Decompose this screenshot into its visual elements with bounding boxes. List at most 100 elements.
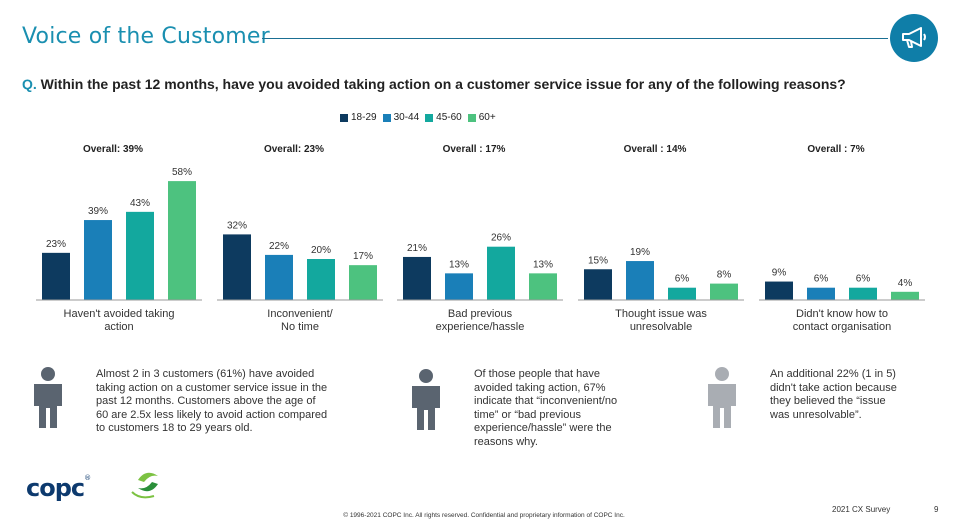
callout-line: past 12 months. Customers above the age … — [96, 395, 316, 407]
data-label: 15% — [588, 255, 608, 266]
legend-label: 60+ — [478, 112, 496, 123]
legend-label: 45-60 — [436, 112, 462, 123]
category-label: Didn't know how to — [796, 308, 888, 320]
footer-survey-name: 2021 CX Survey — [832, 505, 891, 514]
question-prefix: Q. — [22, 76, 37, 92]
data-label: 6% — [675, 274, 690, 285]
data-label: 4% — [898, 278, 913, 289]
bar — [807, 287, 835, 300]
data-label: 39% — [88, 206, 108, 217]
data-label: 23% — [46, 239, 66, 250]
bar — [349, 265, 377, 300]
callout-avoided: Almost 2 in 3 customers (61%) have avoid… — [96, 368, 396, 436]
title-divider — [262, 38, 888, 39]
person-icon — [708, 367, 736, 428]
callout-line: didn't take action because — [770, 381, 897, 394]
overall-label: Overall: 39% — [83, 144, 143, 155]
callout-line: taking action on a customer service issu… — [96, 381, 328, 394]
megaphone-badge — [890, 14, 938, 62]
callout-line: was unresolvable”. — [770, 408, 862, 421]
chart-legend: 18-29 30-44 45-60 60+ — [340, 112, 496, 123]
category-label: Thought issue was — [615, 308, 707, 320]
data-label: 21% — [407, 243, 427, 254]
callout-line: they believed the “issue — [770, 395, 886, 407]
data-label: 13% — [449, 259, 469, 270]
bar — [223, 234, 251, 300]
page-title: Voice of the Customer — [22, 24, 270, 49]
data-label: 8% — [717, 270, 732, 281]
data-label: 22% — [269, 241, 289, 252]
legend-swatch — [382, 113, 391, 122]
data-label: 13% — [533, 259, 553, 270]
bar — [126, 211, 154, 300]
category-label: action — [104, 321, 133, 333]
megaphone-icon — [902, 27, 926, 48]
category-label: No time — [281, 321, 319, 333]
category-label: unresolvable — [630, 321, 692, 333]
data-label: 6% — [814, 274, 829, 285]
category-label: contact organisation — [793, 321, 891, 333]
callout-line: 60 are 2.5x less likely to avoid action … — [96, 408, 328, 421]
legend-swatch — [425, 113, 434, 122]
bar — [445, 273, 473, 300]
legend-item-45-60: 45-60 — [425, 112, 462, 123]
bar — [584, 269, 612, 300]
category-label: Haven't avoided taking — [64, 308, 175, 320]
callout-line: indicate that “inconvenient/no — [474, 395, 618, 407]
callout-line: Almost 2 in 3 customers (61%) have avoid… — [96, 368, 315, 380]
footer-copyright: © 1996-2021 COPC Inc. All rights reserve… — [343, 512, 625, 519]
bar — [265, 254, 293, 300]
data-label: 32% — [227, 220, 247, 231]
legend-label: 30-44 — [393, 112, 420, 123]
data-label: 26% — [491, 233, 511, 244]
callout-reasons: Of those people that have avoided taking… — [474, 368, 674, 449]
bar — [307, 259, 335, 300]
legend-item-60-plus: 60+ — [467, 112, 496, 123]
data-label: 20% — [311, 245, 331, 256]
association-logo — [131, 472, 158, 499]
category-label: Inconvenient/ — [267, 308, 333, 320]
callout-line: avoided taking action, 67% — [474, 381, 606, 394]
data-label: 17% — [353, 251, 373, 262]
copc-logo-tm: ® — [84, 474, 91, 482]
copc-logo-text: copc — [26, 474, 85, 502]
legend-item-30-44: 30-44 — [382, 112, 420, 123]
overall-label: Overall : 17% — [443, 144, 506, 155]
legend-swatch — [340, 113, 348, 122]
person-icon — [412, 369, 440, 430]
legend-item-18-29: 18-29 — [340, 112, 377, 123]
bar — [710, 283, 738, 300]
data-label: 6% — [856, 274, 871, 285]
bar — [42, 252, 70, 300]
survey-question: Q. Within the past 12 months, have you a… — [22, 76, 922, 93]
bar — [765, 281, 793, 300]
bar — [626, 261, 654, 300]
bar — [487, 246, 515, 300]
overall-label: Overall : 14% — [624, 144, 687, 155]
bar-chart: Overall: 39% 23% 39% 43% 58% Haven't avoided … — [36, 144, 925, 333]
category-label: Bad previous — [448, 308, 513, 320]
data-label: 9% — [772, 268, 787, 279]
callout-line: reasons why. — [474, 435, 538, 448]
callout-line: time” or “bad previous — [474, 408, 581, 421]
legend-swatch — [467, 113, 476, 122]
category-label: experience/hassle — [436, 321, 525, 333]
overall-label: Overall: 23% — [264, 144, 324, 155]
callout-line: Of those people that have — [474, 368, 600, 380]
overall-label: Overall : 7% — [807, 144, 864, 155]
bar — [891, 291, 919, 300]
person-icon — [34, 367, 62, 428]
question-text: Within the past 12 months, have you avoi… — [40, 76, 846, 92]
bar — [168, 181, 196, 300]
callout-unresolvable: An additional 22% (1 in 5) didn't take a… — [770, 368, 950, 422]
bar — [84, 220, 112, 300]
page-number: 9 — [934, 505, 939, 514]
copc-logo: copc® — [26, 474, 91, 502]
bar — [403, 256, 431, 300]
bar — [529, 273, 557, 300]
callout-line: experience/hassle” were the — [474, 422, 612, 434]
legend-label: 18-29 — [351, 112, 377, 123]
bar — [668, 287, 696, 300]
bar — [849, 287, 877, 300]
callout-line: to customers 18 to 29 years old. — [96, 422, 253, 434]
